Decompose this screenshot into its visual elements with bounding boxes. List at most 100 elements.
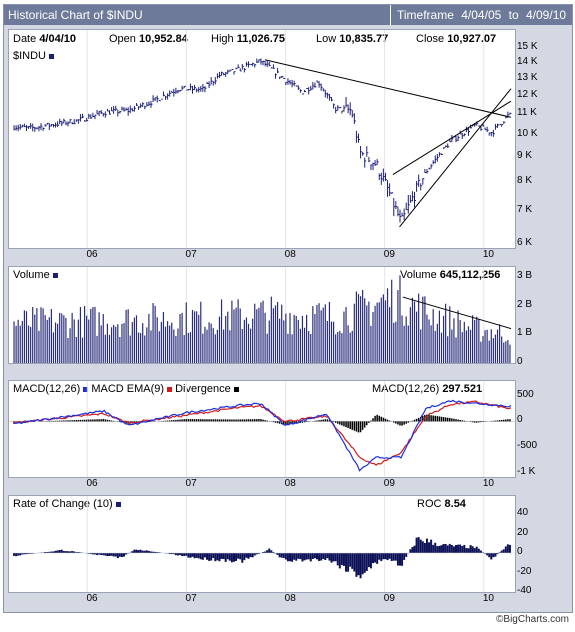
symbol-legend: $INDU bbox=[13, 50, 55, 62]
x-tick-label: 10 bbox=[482, 249, 494, 260]
open-info: Open 10,952.84 bbox=[109, 33, 188, 45]
y-tick-label: 11 K bbox=[517, 107, 537, 119]
volume-y-axis: 0 1 B 2 B 3 B bbox=[515, 266, 569, 367]
volume-readout-label: Volume bbox=[400, 269, 437, 281]
low-label: Low bbox=[316, 33, 337, 45]
open-value: 10,952.84 bbox=[138, 33, 188, 45]
roc-readout-label: ROC bbox=[417, 498, 442, 510]
timeframe-to: to bbox=[508, 8, 519, 22]
roc-swatch bbox=[115, 501, 121, 507]
roc-value: 8.54 bbox=[444, 498, 466, 510]
x-tick-label: 09 bbox=[383, 478, 395, 489]
symbol-swatch bbox=[49, 53, 55, 59]
price-x-axis: 06 07 08 09 10 bbox=[8, 248, 514, 262]
macd-legend: MACD(12,26) MACD EMA(9) Divergence bbox=[13, 383, 239, 395]
volume-value: 645,112,256 bbox=[439, 269, 501, 281]
price-info: Date 4/04/10 bbox=[13, 33, 76, 45]
y-tick-label: 12 K bbox=[517, 88, 538, 100]
y-tick-label: 2 B bbox=[517, 298, 533, 310]
volume-trend-line bbox=[402, 296, 512, 330]
roc-y-axis: -40 -20 0 20 40 bbox=[515, 495, 569, 596]
volume-plot bbox=[13, 267, 512, 363]
y-tick-label: 15 K bbox=[517, 41, 538, 52]
price-y-axis: 6 K 7 K 8 K 9 K 10 K 11 K 12 K 13 K 14 K 15 K bbox=[515, 29, 569, 248]
high-value: 11,026.75 bbox=[236, 33, 286, 45]
y-tick-label: 8 K bbox=[517, 175, 533, 187]
symbol-label: $INDU bbox=[13, 50, 47, 62]
y-tick-label: -20 bbox=[517, 565, 532, 577]
high-info: High 11,026.75 bbox=[211, 33, 285, 45]
macd-line bbox=[12, 399, 512, 472]
volume-label: Volume bbox=[13, 269, 50, 281]
x-tick-label: 08 bbox=[284, 478, 296, 489]
roc-plot bbox=[9, 496, 515, 592]
x-tick-label: 10 bbox=[482, 593, 494, 604]
ema-swatch bbox=[167, 386, 173, 392]
x-tick-label: 07 bbox=[185, 593, 197, 604]
date-value: 4/04/10 bbox=[39, 33, 77, 45]
y-tick-label: 13 K bbox=[517, 71, 538, 83]
x-tick-label: 10 bbox=[482, 478, 494, 489]
x-tick-label: 06 bbox=[86, 593, 98, 604]
macd-readout-label: MACD(12,26) bbox=[372, 383, 440, 395]
title-bar: Historical Chart of $INDU Timeframe 4/04… bbox=[4, 5, 572, 25]
macd-y-axis: -1 K -500 0 500 bbox=[515, 380, 569, 477]
timeframe-start: 4/04/05 bbox=[461, 8, 502, 22]
y-tick-label: 40 bbox=[517, 507, 529, 518]
date-label: Date bbox=[13, 33, 37, 45]
roc-readout: ROC 8.54 bbox=[417, 498, 466, 510]
timeframe-end: 4/09/10 bbox=[526, 8, 567, 22]
ema-label: MACD EMA(9) bbox=[91, 383, 165, 395]
macd-panel: MACD(12,26) MACD EMA(9) Divergence MACD(… bbox=[8, 380, 516, 478]
macd-swatch bbox=[83, 386, 89, 392]
y-tick-label: 1 B bbox=[517, 327, 533, 339]
y-tick-label: 10 K bbox=[517, 127, 538, 139]
trend-line-channel-lower bbox=[399, 88, 512, 228]
y-tick-label: 14 K bbox=[517, 55, 538, 67]
volume-legend: Volume bbox=[13, 269, 58, 281]
low-value: 10,835.77 bbox=[339, 33, 389, 45]
low-info: Low 10,835.77 bbox=[316, 33, 388, 45]
y-tick-label: 0 bbox=[517, 414, 523, 426]
volume-swatch bbox=[52, 272, 58, 278]
price-panel: Date 4/04/10 Open 10,952.84 High 11,026.… bbox=[8, 29, 516, 249]
macd-readout: MACD(12,26) 297.521 bbox=[372, 383, 482, 395]
open-label: Open bbox=[109, 33, 136, 45]
macd-ema-line bbox=[12, 400, 512, 466]
timeframe[interactable]: Timeframe 4/04/05 to 4/09/10 bbox=[390, 5, 570, 25]
y-tick-label: 3 B bbox=[517, 270, 533, 281]
x-tick-label: 09 bbox=[383, 249, 395, 260]
x-tick-label: 09 bbox=[383, 593, 395, 604]
macd-plot bbox=[9, 381, 515, 477]
y-tick-label: 7 K bbox=[517, 204, 533, 216]
macd-label: MACD(12,26) bbox=[13, 383, 81, 395]
y-tick-label: -500 bbox=[517, 440, 538, 452]
roc-panel: Rate of Change (10) ROC 8.54 bbox=[8, 495, 516, 593]
y-tick-label: 0 bbox=[517, 356, 523, 367]
chart-title: Historical Chart of $INDU bbox=[8, 8, 143, 22]
trend-line-resistance bbox=[264, 59, 512, 118]
divergence-swatch bbox=[233, 386, 239, 392]
y-tick-label: 500 bbox=[517, 388, 534, 400]
trend-line-channel-upper bbox=[392, 100, 512, 176]
y-tick-label: 6 K bbox=[517, 237, 533, 248]
y-tick-label: 0 bbox=[517, 546, 523, 557]
macd-x-axis: 06 07 08 09 10 bbox=[8, 477, 514, 491]
x-tick-label: 06 bbox=[86, 478, 98, 489]
high-label: High bbox=[211, 33, 234, 45]
x-tick-label: 07 bbox=[185, 249, 197, 260]
volume-readout: Volume 645,112,256 bbox=[400, 269, 500, 281]
price-plot bbox=[13, 30, 512, 248]
timeframe-label: Timeframe bbox=[397, 8, 454, 22]
close-label: Close bbox=[416, 33, 445, 45]
volume-panel: Volume Volume 645,112,256 bbox=[8, 266, 516, 364]
x-tick-label: 06 bbox=[86, 249, 98, 260]
y-tick-label: -40 bbox=[517, 585, 532, 596]
x-tick-label: 07 bbox=[185, 478, 197, 489]
chart-frame: Historical Chart of $INDU Timeframe 4/04… bbox=[3, 4, 573, 613]
x-tick-label: 08 bbox=[284, 249, 296, 260]
macd-value: 297.521 bbox=[442, 383, 483, 395]
footer-credit[interactable]: ©BigCharts.com bbox=[496, 614, 569, 625]
x-tick-label: 08 bbox=[284, 593, 296, 604]
y-tick-label: 9 K bbox=[517, 150, 533, 162]
